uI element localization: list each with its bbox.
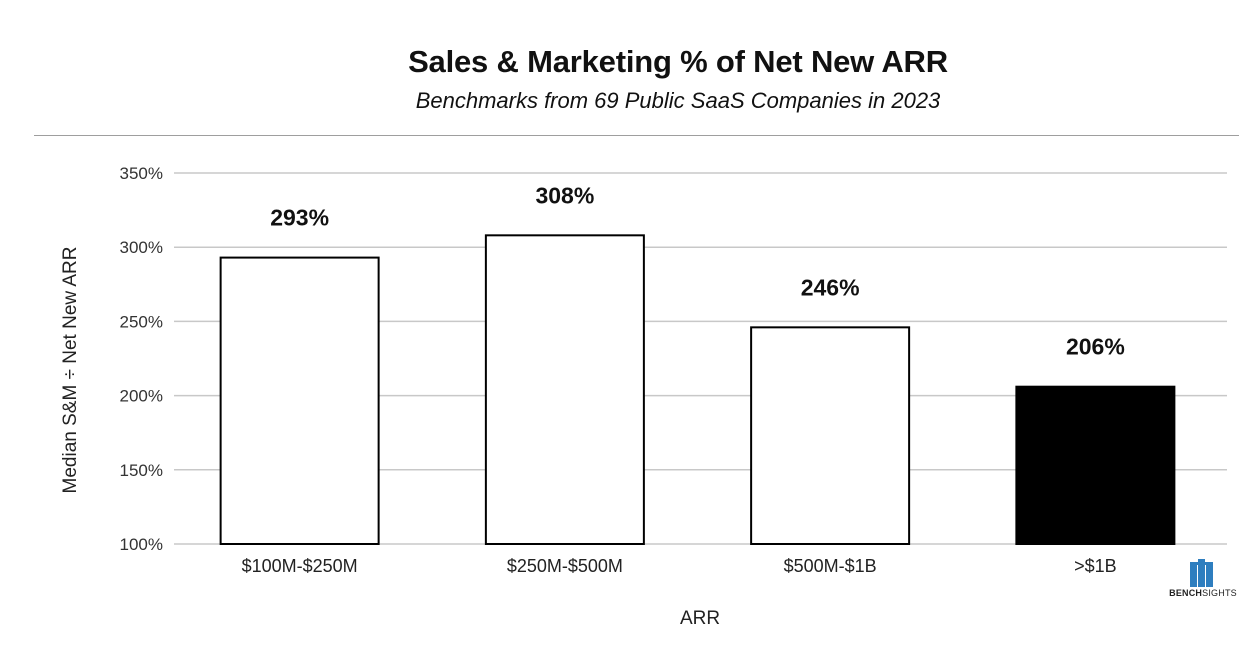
chart-subtitle: Benchmarks from 69 Public SaaS Companies… bbox=[415, 88, 941, 113]
data-label: 206% bbox=[1066, 334, 1125, 360]
y-tick-label: 200% bbox=[120, 387, 163, 406]
y-tick-label: 250% bbox=[120, 312, 163, 331]
y-tick-label: 350% bbox=[120, 164, 163, 183]
bars: 293% 308% 246% 206% bbox=[219, 182, 1176, 546]
bar bbox=[1015, 385, 1176, 546]
bar bbox=[484, 234, 645, 545]
x-axis-label: ARR bbox=[680, 608, 720, 629]
data-label: 308% bbox=[535, 182, 594, 208]
y-tick-label: 150% bbox=[120, 461, 163, 480]
bar bbox=[219, 256, 380, 545]
chart-title: Sales & Marketing % of Net New ARR bbox=[408, 44, 948, 79]
y-tick-label: 100% bbox=[120, 535, 163, 554]
logo-bars-icon bbox=[1190, 559, 1213, 587]
logo-text-light: SIGHTS bbox=[1202, 588, 1237, 598]
x-tick-label: $250M-$500M bbox=[507, 556, 623, 576]
logo-wordmark: BENCHSIGHTS bbox=[1163, 588, 1243, 598]
benchsights-logo: BENCHSIGHTS bbox=[1163, 556, 1243, 604]
logo-text-bold: BENCH bbox=[1169, 588, 1203, 598]
data-label: 293% bbox=[270, 205, 329, 231]
y-tick-label: 300% bbox=[120, 238, 163, 257]
x-tick-label: >$1B bbox=[1074, 556, 1117, 576]
x-tick-label: $500M-$1B bbox=[784, 556, 877, 576]
y-tick-labels: 100% 150% 200% 250% 300% 350% bbox=[120, 164, 163, 554]
x-tick-label: $100M-$250M bbox=[242, 556, 358, 576]
x-tick-labels: $100M-$250M $250M-$500M $500M-$1B >$1B bbox=[242, 556, 1117, 576]
bar bbox=[750, 326, 911, 545]
data-label: 246% bbox=[801, 274, 860, 300]
header-divider bbox=[34, 135, 1239, 136]
y-axis-label: Median S&M ÷ Net New ARR bbox=[60, 247, 81, 494]
